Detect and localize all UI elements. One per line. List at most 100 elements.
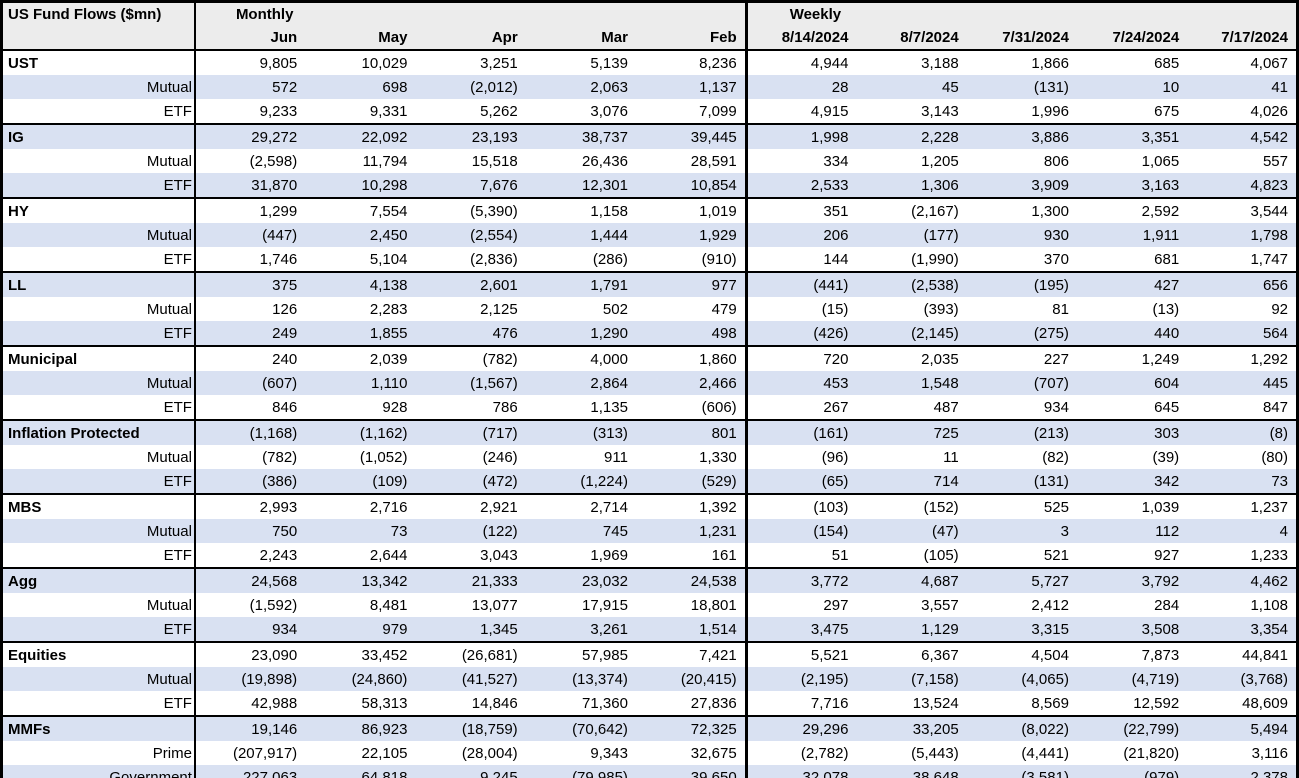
value-cell: (782) xyxy=(415,345,526,371)
value-cell: (386) xyxy=(194,469,306,494)
value-cell: 18,801 xyxy=(635,593,748,617)
value-cell: 2,601 xyxy=(415,271,526,297)
value-cell: 21,333 xyxy=(415,567,526,593)
value-cell: 3,116 xyxy=(1251,744,1288,762)
value-cell: 1,137 xyxy=(635,75,748,99)
value-cell: 8,236 xyxy=(635,49,748,75)
value-cell: 38,737 xyxy=(525,123,636,149)
value-cell: 2,039 xyxy=(305,345,416,371)
value-cell: 846 xyxy=(272,398,298,416)
value-cell: 745 xyxy=(525,519,636,543)
value-cell: 240 xyxy=(194,345,306,371)
value-cell: 3,508 xyxy=(1076,617,1188,642)
sub-row: Mutual 126 2,283 2,125 502 479 (15) (393) 81 (13)… xyxy=(1,297,1298,321)
value-cell: (18,759) xyxy=(415,715,526,741)
value-cell: 15,518 xyxy=(471,152,518,170)
value-cell: 1,299 xyxy=(194,197,306,223)
value-cell: (41,527) xyxy=(415,667,526,691)
value-cell: (1,224) xyxy=(525,469,636,494)
value-cell: 4,000 xyxy=(525,345,636,371)
value-cell: (1,162) xyxy=(305,419,416,445)
value-cell: 1,444 xyxy=(525,223,636,247)
sub-row: ETF 934 979 1,345 3,261 1,514 3,475 1,129 3,315 3… xyxy=(1,617,1298,642)
value-cell: (26,681) xyxy=(415,641,526,667)
value-cell: (607) xyxy=(194,371,306,395)
value-cell: 1,747 xyxy=(1250,250,1288,268)
value-cell: (70,642) xyxy=(525,715,636,741)
row-label: Mutual xyxy=(1,75,196,99)
row-label: Mutual xyxy=(1,519,196,543)
value-cell: 13,342 xyxy=(305,567,416,593)
value-cell: (2,145) xyxy=(856,321,967,346)
value-cell: 3,315 xyxy=(966,617,1077,642)
value-cell: 3,886 xyxy=(966,123,1077,149)
value-cell: 911 xyxy=(604,448,628,466)
value-cell: 2,412 xyxy=(1031,596,1069,614)
value-cell: 2,125 xyxy=(480,300,518,318)
value-cell: 73 xyxy=(305,519,416,543)
value-cell: (122) xyxy=(415,519,526,543)
value-cell: (979) xyxy=(1076,765,1188,778)
row-label: Mutual xyxy=(1,297,196,321)
value-cell: 1,392 xyxy=(635,493,748,519)
table-header: US Fund Flows ($mn) Monthly Weekly Jun M… xyxy=(1,1,1298,51)
row-label: ETF xyxy=(1,173,196,198)
column-header-mar: Mar xyxy=(525,26,636,51)
value-cell: (39) xyxy=(1152,448,1180,466)
value-cell: (109) xyxy=(305,469,416,494)
value-cell: (79,985) xyxy=(525,765,636,778)
value-cell: 1,866 xyxy=(966,49,1077,75)
value-cell: (4,441) xyxy=(1021,744,1069,762)
value-cell: 1,330 xyxy=(635,445,748,469)
value-cell: 2,993 xyxy=(194,493,306,519)
value-cell: 33,452 xyxy=(305,641,416,667)
value-cell: 10 xyxy=(1076,75,1188,99)
category-row: MBS 2,993 2,716 2,921 2,714 1,392 (103) (152) 52… xyxy=(1,493,1298,519)
value-cell: 72,325 xyxy=(635,715,748,741)
value-cell: 28,591 xyxy=(635,149,748,173)
value-cell: (5,443) xyxy=(911,744,959,762)
value-cell: 64,818 xyxy=(305,765,416,778)
value-cell: 81 xyxy=(1052,300,1069,318)
sub-row: Mutual (447) 2,450 (2,554) 1,444 1,929 206 (177… xyxy=(1,223,1298,247)
value-cell: 2,283 xyxy=(369,300,408,318)
value-cell: 645 xyxy=(1154,398,1180,416)
value-cell: 3,076 xyxy=(590,102,628,120)
value-cell: 1,249 xyxy=(1076,345,1188,371)
value-cell: 2,533 xyxy=(746,173,857,198)
row-label: Municipal xyxy=(1,345,196,371)
row-label: Mutual xyxy=(1,667,196,691)
category-row: Equities 23,090 33,452 (26,681) 57,985 7,421 5… xyxy=(1,641,1298,667)
value-cell: 1,345 xyxy=(415,617,526,642)
value-cell: 5,104 xyxy=(369,250,408,268)
value-cell: 45 xyxy=(856,75,967,99)
value-cell: 3,251 xyxy=(415,49,526,75)
value-cell: 370 xyxy=(1043,250,1069,268)
sub-row: Mutual (782) (1,052) (246) 911 1,330 (96) 11 (82… xyxy=(1,445,1298,469)
category-row: Municipal 240 2,039 (782) 4,000 1,860 720 2,035… xyxy=(1,345,1298,371)
value-cell: (2,012) xyxy=(415,75,526,99)
category-row: Agg 24,568 13,342 21,333 23,032 24,538 3,772 4,… xyxy=(1,567,1298,593)
value-cell: 4 xyxy=(1187,519,1298,543)
value-cell: (4,065) xyxy=(966,667,1077,691)
value-cell: 3,163 xyxy=(1076,173,1188,198)
value-cell: 24,568 xyxy=(194,567,306,593)
value-cell: 267 xyxy=(823,398,849,416)
value-cell: 126 xyxy=(272,300,298,318)
value-cell: (2,195) xyxy=(746,667,857,691)
value-cell: 7,554 xyxy=(305,197,416,223)
row-label: ETF xyxy=(1,691,196,716)
value-cell: 161 xyxy=(635,543,748,568)
value-cell: (707) xyxy=(966,371,1077,395)
value-cell: 572 xyxy=(194,75,306,99)
value-cell: 57,985 xyxy=(525,641,636,667)
value-cell: (717) xyxy=(415,419,526,445)
row-label: ETF xyxy=(1,247,196,272)
value-cell: 71,360 xyxy=(582,694,628,712)
value-cell: 2,864 xyxy=(525,371,636,395)
value-cell: (154) xyxy=(746,519,857,543)
sub-row: Mutual 750 73 (122) 745 1,231 (154) (47) 3 112 4 xyxy=(1,519,1298,543)
value-cell: 13,077 xyxy=(471,596,518,614)
value-cell: 1,231 xyxy=(635,519,748,543)
